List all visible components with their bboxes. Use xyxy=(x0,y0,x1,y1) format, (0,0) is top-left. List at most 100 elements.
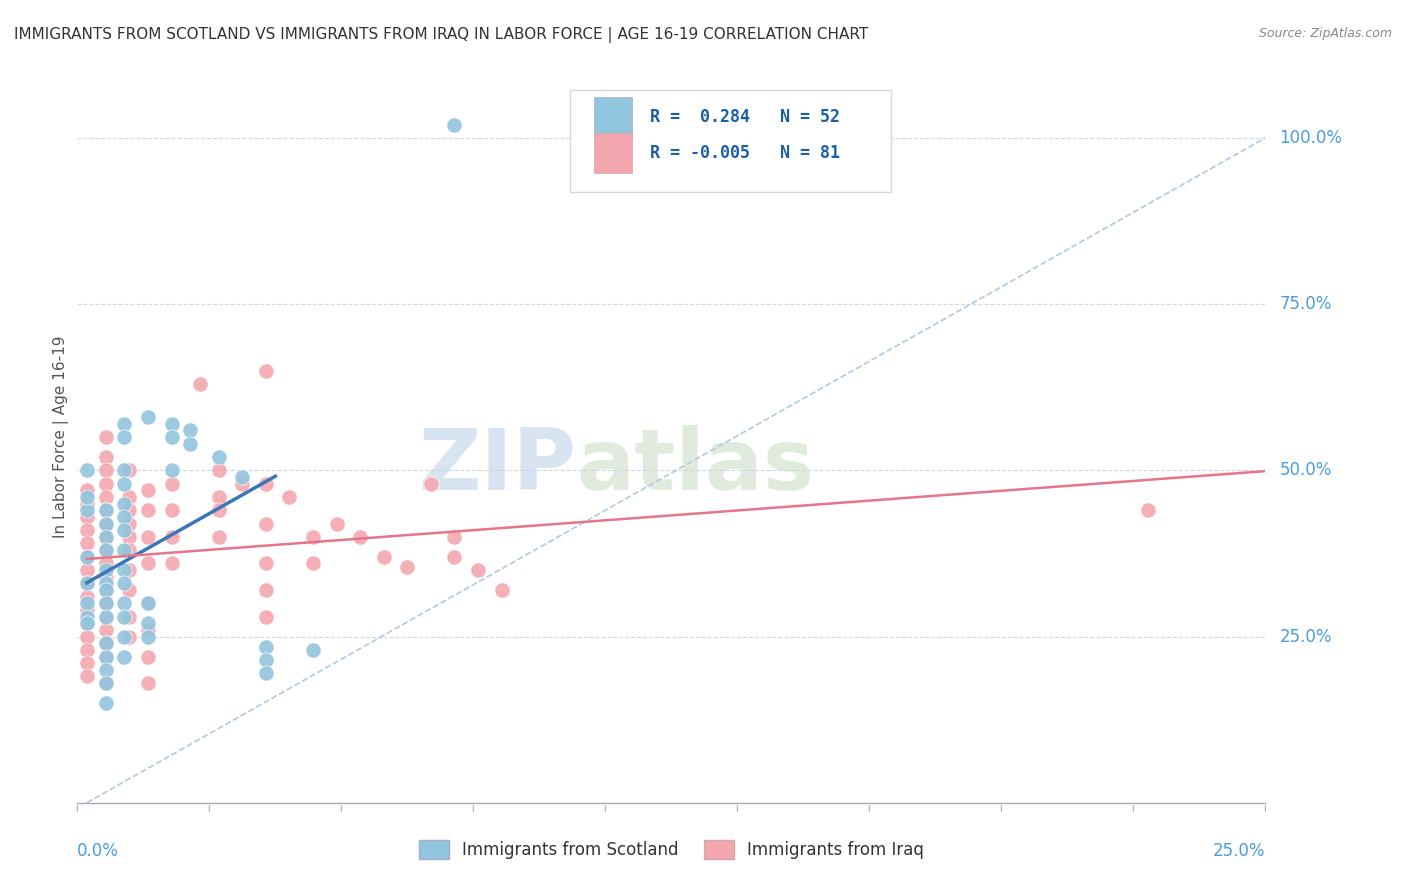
Text: 75.0%: 75.0% xyxy=(1279,295,1331,313)
Point xyxy=(231,476,253,491)
Point xyxy=(94,503,117,517)
Point xyxy=(1136,503,1159,517)
Point xyxy=(94,543,117,558)
Point xyxy=(208,450,231,464)
Point xyxy=(76,483,98,498)
Point xyxy=(94,430,117,444)
Point xyxy=(302,643,325,657)
Point xyxy=(118,463,141,477)
Point xyxy=(76,590,98,604)
Point xyxy=(136,616,159,631)
Point xyxy=(94,476,117,491)
Point xyxy=(94,663,117,677)
Point xyxy=(76,643,98,657)
Point xyxy=(114,630,136,644)
Point xyxy=(94,623,117,637)
Text: 0.0%: 0.0% xyxy=(77,842,120,860)
Point xyxy=(160,463,183,477)
Point xyxy=(76,497,98,511)
Point xyxy=(118,543,141,558)
FancyBboxPatch shape xyxy=(571,90,891,192)
Point xyxy=(254,666,277,681)
Point xyxy=(254,516,277,531)
Point xyxy=(76,609,98,624)
Point xyxy=(419,476,441,491)
Point xyxy=(136,596,159,610)
Point xyxy=(76,549,98,564)
Point xyxy=(94,649,117,664)
Point xyxy=(94,557,117,571)
Point xyxy=(76,576,98,591)
Point xyxy=(118,563,141,577)
Point xyxy=(94,570,117,584)
Point xyxy=(114,509,136,524)
Point xyxy=(94,516,117,531)
Point xyxy=(76,656,98,670)
Point xyxy=(136,557,159,571)
Point xyxy=(76,576,98,591)
Point xyxy=(443,118,465,132)
Point xyxy=(325,516,347,531)
Point xyxy=(114,476,136,491)
Point xyxy=(94,636,117,650)
Point xyxy=(114,417,136,431)
Point xyxy=(208,530,231,544)
Point xyxy=(136,623,159,637)
Point xyxy=(76,603,98,617)
Point xyxy=(136,503,159,517)
Point xyxy=(467,563,489,577)
Point xyxy=(114,649,136,664)
Point xyxy=(160,417,183,431)
Point xyxy=(114,523,136,537)
Y-axis label: In Labor Force | Age 16-19: In Labor Force | Age 16-19 xyxy=(53,335,69,539)
Point xyxy=(160,557,183,571)
Point xyxy=(114,463,136,477)
Point xyxy=(94,609,117,624)
Point xyxy=(118,530,141,544)
Point xyxy=(114,543,136,558)
Point xyxy=(349,530,371,544)
Legend: Immigrants from Scotland, Immigrants from Iraq: Immigrants from Scotland, Immigrants fro… xyxy=(411,831,932,868)
Point xyxy=(76,616,98,631)
Point xyxy=(76,523,98,537)
Point xyxy=(94,676,117,690)
Point xyxy=(76,463,98,477)
Point xyxy=(94,609,117,624)
Text: 100.0%: 100.0% xyxy=(1279,128,1343,147)
Point xyxy=(94,676,117,690)
Point xyxy=(179,424,201,438)
Point xyxy=(94,596,117,610)
Text: IMMIGRANTS FROM SCOTLAND VS IMMIGRANTS FROM IRAQ IN LABOR FORCE | AGE 16-19 CORR: IMMIGRANTS FROM SCOTLAND VS IMMIGRANTS F… xyxy=(14,27,869,43)
Point xyxy=(94,490,117,504)
Point xyxy=(118,630,141,644)
Point xyxy=(118,516,141,531)
Point xyxy=(118,609,141,624)
Point xyxy=(94,543,117,558)
Point xyxy=(443,549,465,564)
Text: atlas: atlas xyxy=(576,425,814,508)
Point xyxy=(94,596,117,610)
Point xyxy=(491,582,513,597)
Text: Source: ZipAtlas.com: Source: ZipAtlas.com xyxy=(1258,27,1392,40)
Point xyxy=(94,636,117,650)
Point xyxy=(302,530,325,544)
Point xyxy=(160,430,183,444)
Point xyxy=(254,476,277,491)
Point xyxy=(114,430,136,444)
Point xyxy=(76,596,98,610)
Point xyxy=(136,410,159,425)
FancyBboxPatch shape xyxy=(595,133,633,173)
Point xyxy=(94,696,117,710)
Point xyxy=(373,549,395,564)
Point xyxy=(94,582,117,597)
Point xyxy=(94,530,117,544)
Point xyxy=(254,582,277,597)
Point xyxy=(254,640,277,654)
Point xyxy=(254,363,277,377)
Point xyxy=(76,536,98,550)
Text: 25.0%: 25.0% xyxy=(1213,842,1265,860)
Point xyxy=(208,490,231,504)
Point xyxy=(208,503,231,517)
Text: ZIP: ZIP xyxy=(419,425,576,508)
Point xyxy=(114,596,136,610)
